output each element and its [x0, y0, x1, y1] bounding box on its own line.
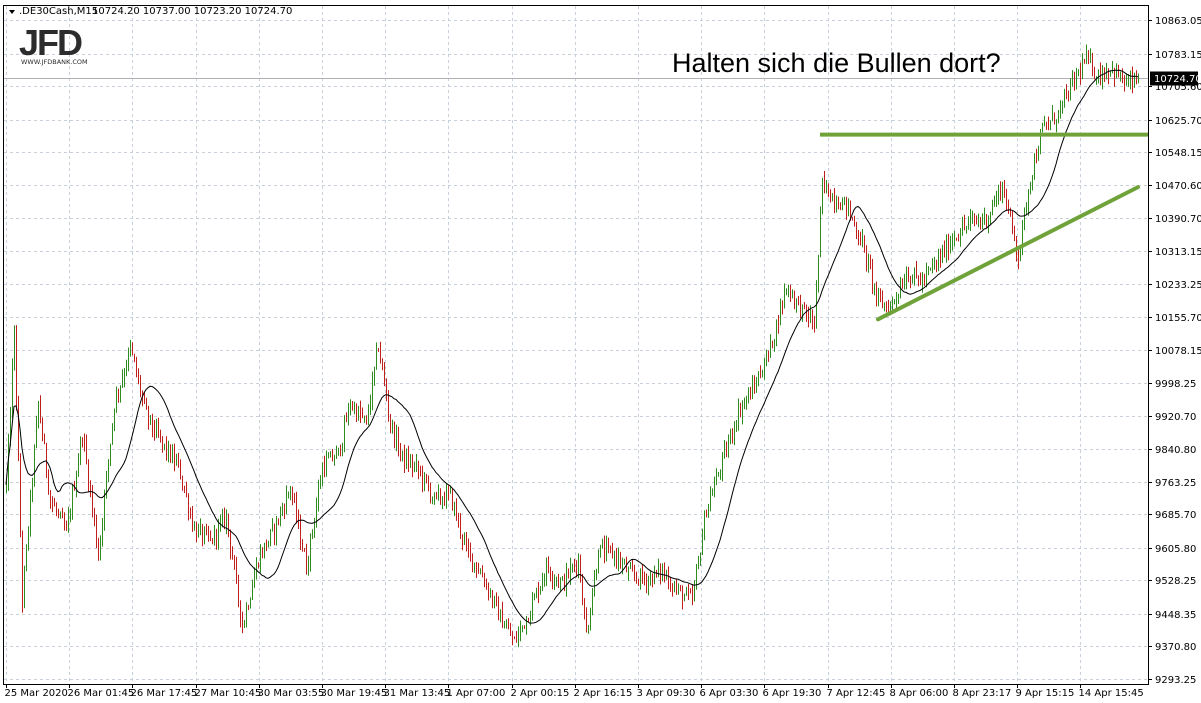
y-tick-label: 10783.15	[1155, 50, 1201, 61]
x-tick-label: 31 Mar 13:45	[384, 688, 451, 699]
y-tick-label: 9293.25	[1155, 675, 1196, 686]
y-axis: 10863.05 10783.15 10705.60 10625.70 10548.15…	[1148, 16, 1201, 686]
y-tick-label: 9920.70	[1155, 412, 1196, 423]
y-tick-label: 9605.80	[1155, 544, 1196, 555]
moving-average-line	[5, 69, 1139, 624]
current-price-tag: 10724.70	[1150, 71, 1201, 86]
x-tick-label: 30 Mar 19:45	[321, 688, 388, 699]
x-tick-label: 26 Mar 17:45	[131, 688, 198, 699]
x-tick-label: 6 Apr 03:30	[700, 688, 759, 699]
y-tick-label: 9763.25	[1155, 478, 1196, 489]
y-tick-label: 10078.15	[1155, 346, 1201, 357]
y-tick-label: 10863.05	[1155, 16, 1201, 27]
price-tag-label: 10724.70	[1154, 74, 1201, 85]
x-tick-label: 2 Apr 00:15	[511, 688, 570, 699]
x-tick-label: 27 Mar 10:45	[195, 688, 262, 699]
y-tick-label: 9528.25	[1155, 576, 1196, 587]
logo-url: WWW.JFDBANK.COM	[21, 58, 88, 66]
y-tick-label: 10548.15	[1155, 148, 1201, 159]
x-tick-label: 9 Apr 15:15	[1016, 688, 1075, 699]
dropdown-triangle-icon[interactable]	[9, 10, 15, 14]
moving-average	[5, 69, 1139, 624]
y-tick-label: 10390.70	[1155, 214, 1201, 225]
ohlc-values: 10724.20 10737.00 10723.20 10724.70	[92, 6, 292, 17]
y-tick-label: 9685.70	[1155, 510, 1196, 521]
y-tick-label: 9370.80	[1155, 642, 1196, 653]
y-tick-label: 10313.15	[1155, 247, 1201, 258]
y-tick-label: 10705.60	[1155, 82, 1201, 93]
chart-header[interactable]: .DE30Cash,M15 10724.20 10737.00 10723.20…	[9, 6, 292, 17]
y-tick-label: 9448.35	[1155, 610, 1196, 621]
x-tick-label: 14 Apr 15:45	[1079, 688, 1144, 699]
x-tick-label: 8 Apr 23:17	[953, 688, 1012, 699]
x-tick-label: 6 Apr 19:30	[763, 688, 822, 699]
x-tick-label: 2 Apr 16:15	[574, 688, 633, 699]
x-tick-label: 26 Mar 01:45	[68, 688, 135, 699]
price-tag-background	[1150, 71, 1198, 86]
y-tick-label: 10155.70	[1155, 313, 1201, 324]
y-tick-label: 10233.25	[1155, 280, 1201, 291]
x-tick-label: 7 Apr 12:45	[827, 688, 886, 699]
y-tick-label: 9840.80	[1155, 445, 1196, 456]
x-tick-label: 25 Mar 2020	[5, 688, 68, 699]
x-tick-label: 1 Apr 07:00	[447, 688, 506, 699]
annotations	[820, 132, 1148, 322]
x-tick-label: 30 Mar 03:55	[258, 688, 325, 699]
y-tick-label: 10470.60	[1155, 181, 1201, 192]
y-tick-label: 9998.25	[1155, 379, 1196, 390]
x-tick-label: 8 Apr 06:00	[890, 688, 949, 699]
support-trendline	[876, 185, 1140, 322]
x-tick-label: 3 Apr 09:30	[637, 688, 696, 699]
headline-annotation: Halten sich die Bullen dort?	[672, 48, 1001, 78]
y-tick-label: 10625.70	[1155, 116, 1201, 127]
grid	[4, 6, 1148, 684]
jfd-logo: JFD WWW.JFDBANK.COM	[19, 22, 88, 66]
symbol-label: .DE30Cash,M15	[19, 6, 98, 17]
logo-brand: JFD	[19, 22, 82, 63]
